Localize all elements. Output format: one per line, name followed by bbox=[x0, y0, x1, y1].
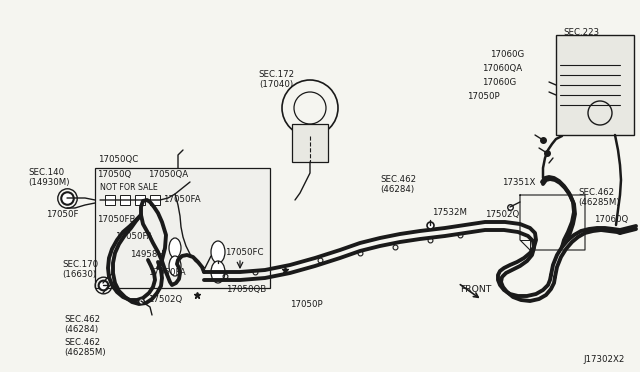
Ellipse shape bbox=[211, 261, 225, 283]
Text: 14958H: 14958H bbox=[130, 250, 164, 259]
Text: 17050FB: 17050FB bbox=[97, 215, 136, 224]
Bar bbox=[135, 195, 145, 205]
Text: 17060G: 17060G bbox=[490, 50, 524, 59]
Bar bbox=[105, 195, 115, 205]
Text: 17060G: 17060G bbox=[482, 78, 516, 87]
Text: SEC.223: SEC.223 bbox=[563, 28, 599, 37]
Text: 17050QB: 17050QB bbox=[226, 285, 266, 294]
Bar bbox=[556, 35, 634, 135]
Text: 17050FC: 17050FC bbox=[225, 248, 264, 257]
Text: (16630): (16630) bbox=[62, 270, 96, 279]
Text: 17050FA: 17050FA bbox=[163, 195, 200, 204]
Text: (46285M): (46285M) bbox=[578, 198, 620, 207]
Text: SEC.462: SEC.462 bbox=[64, 338, 100, 347]
Bar bbox=[150, 195, 160, 205]
Text: (14930M): (14930M) bbox=[28, 178, 70, 187]
Text: 17050FA: 17050FA bbox=[115, 232, 152, 241]
Ellipse shape bbox=[211, 241, 225, 263]
Text: NOT FOR SALE: NOT FOR SALE bbox=[100, 183, 157, 192]
Bar bbox=[95, 168, 270, 288]
Text: 17050QC: 17050QC bbox=[98, 155, 138, 164]
Text: SEC.170: SEC.170 bbox=[62, 260, 98, 269]
Text: SEC.172: SEC.172 bbox=[258, 70, 294, 79]
Text: SEC.462: SEC.462 bbox=[380, 175, 416, 184]
Ellipse shape bbox=[169, 256, 181, 276]
Text: 17050P: 17050P bbox=[467, 92, 500, 101]
Text: (46284): (46284) bbox=[64, 325, 98, 334]
Text: SEC.140: SEC.140 bbox=[28, 168, 64, 177]
Text: 17532M: 17532M bbox=[432, 208, 467, 217]
Bar bbox=[292, 124, 328, 162]
Text: J17302X2: J17302X2 bbox=[583, 355, 625, 364]
Text: 17351X: 17351X bbox=[502, 178, 536, 187]
Text: 17502Q: 17502Q bbox=[485, 210, 519, 219]
Text: 17050Q: 17050Q bbox=[97, 170, 131, 179]
Text: (17040): (17040) bbox=[259, 80, 293, 89]
Text: 17060QA: 17060QA bbox=[482, 64, 522, 73]
Text: 17050P: 17050P bbox=[290, 300, 323, 309]
Text: (46285M): (46285M) bbox=[64, 348, 106, 357]
Text: SEC.462: SEC.462 bbox=[578, 188, 614, 197]
Text: FRONT: FRONT bbox=[460, 285, 492, 294]
Bar bbox=[120, 195, 130, 205]
Text: SEC.462: SEC.462 bbox=[64, 315, 100, 324]
Text: 17502Q: 17502Q bbox=[148, 295, 182, 304]
Text: 17050QA: 17050QA bbox=[148, 170, 188, 179]
Text: 17050F: 17050F bbox=[46, 210, 79, 219]
Text: 17050FA: 17050FA bbox=[148, 268, 186, 277]
Text: (46284): (46284) bbox=[380, 185, 414, 194]
Text: 17060Q: 17060Q bbox=[594, 215, 628, 224]
Ellipse shape bbox=[169, 238, 181, 258]
